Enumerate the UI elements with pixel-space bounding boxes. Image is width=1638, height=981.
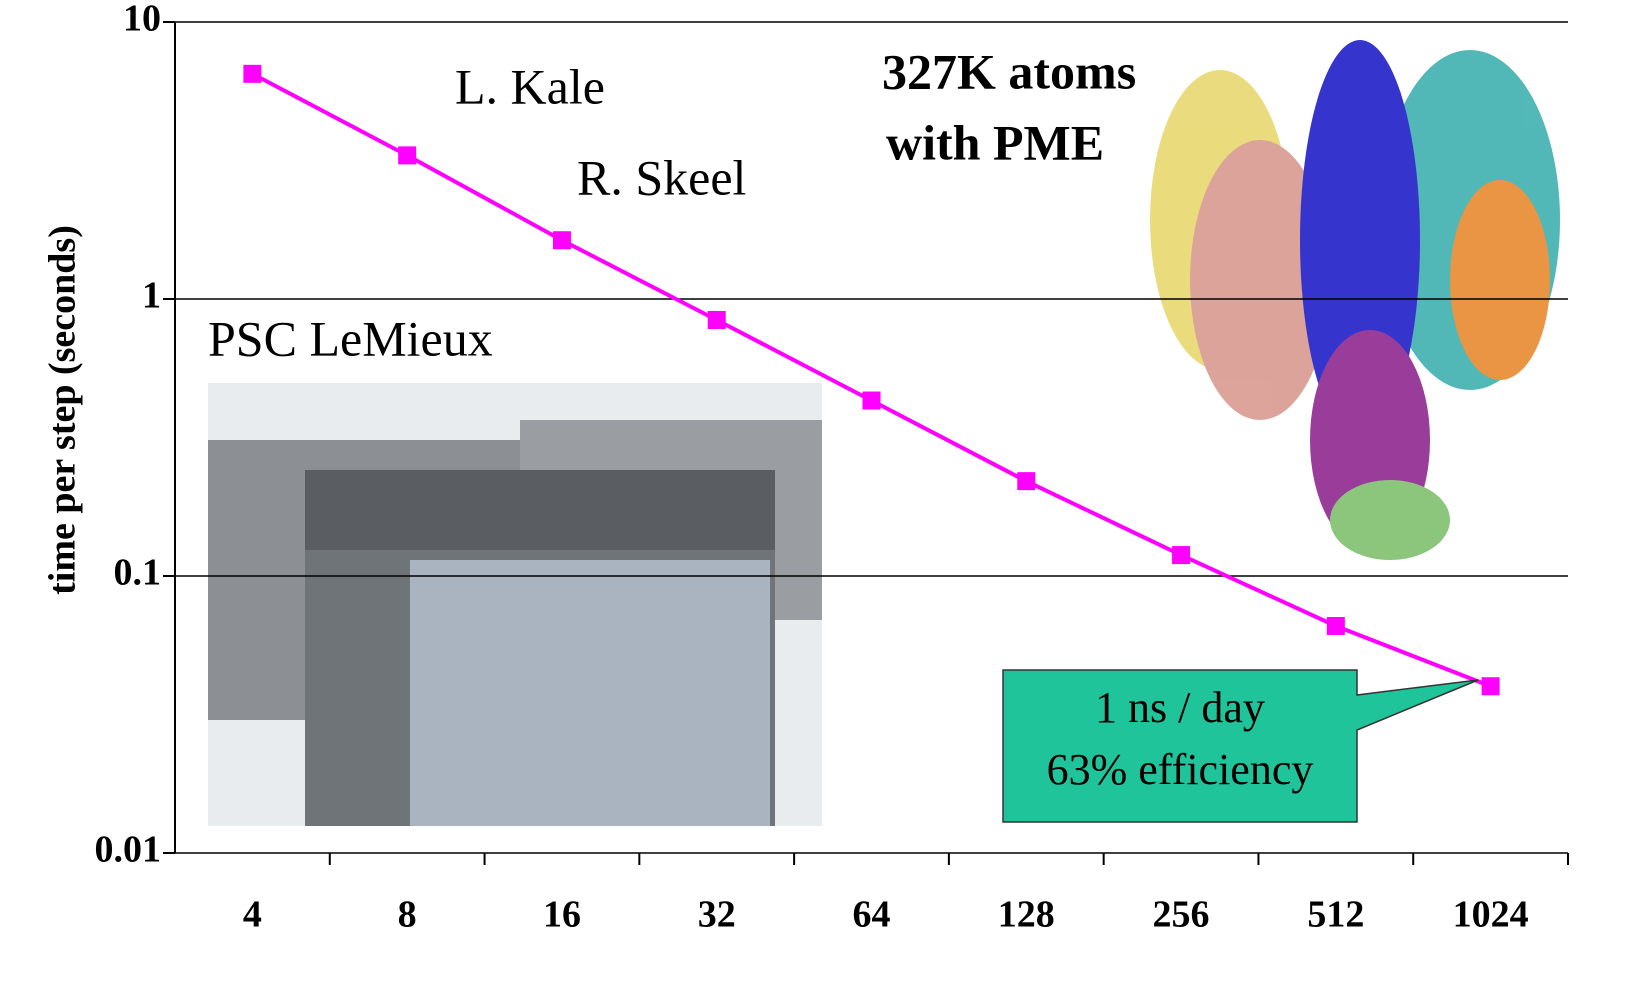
annotation: PSC LeMieux bbox=[208, 310, 493, 366]
marker bbox=[398, 146, 417, 165]
callout: 1 ns / day 63% efficiency bbox=[1002, 669, 1479, 823]
callout-text: 63% efficiency bbox=[1047, 745, 1314, 794]
marker bbox=[1326, 616, 1345, 635]
x-tick-label: 256 bbox=[1153, 894, 1210, 936]
annotation: with PME bbox=[886, 114, 1104, 170]
x-tick-label: 32 bbox=[698, 894, 736, 936]
y-tick-label: 10 bbox=[123, 0, 161, 40]
marker bbox=[707, 310, 726, 329]
marker bbox=[1172, 546, 1191, 565]
machine-room-image bbox=[208, 383, 822, 826]
x-tick-label: 8 bbox=[398, 894, 417, 936]
marker bbox=[1481, 677, 1500, 696]
y-tick-label: 0.1 bbox=[114, 552, 162, 594]
marker bbox=[552, 231, 571, 250]
annotation: R. Skeel bbox=[577, 149, 746, 205]
y-tick-label: 0.01 bbox=[95, 829, 162, 871]
y-axis-label: time per step (seconds) bbox=[42, 225, 84, 595]
x-tick-label: 1024 bbox=[1453, 894, 1529, 936]
x-tick-label: 16 bbox=[543, 894, 581, 936]
annotation: 327K atoms bbox=[882, 43, 1136, 99]
marker bbox=[862, 391, 881, 410]
protein-image bbox=[1150, 40, 1560, 560]
y-tick-label: 1 bbox=[142, 275, 161, 317]
x-tick-label: 4 bbox=[243, 894, 262, 936]
x-tick-label: 128 bbox=[998, 894, 1055, 936]
marker bbox=[1017, 472, 1036, 491]
x-tick-label: 512 bbox=[1307, 894, 1364, 936]
marker bbox=[243, 64, 262, 83]
annotation: L. Kale bbox=[455, 58, 605, 114]
callout-text: 1 ns / day bbox=[1095, 683, 1265, 732]
x-tick-label: 64 bbox=[853, 894, 891, 936]
